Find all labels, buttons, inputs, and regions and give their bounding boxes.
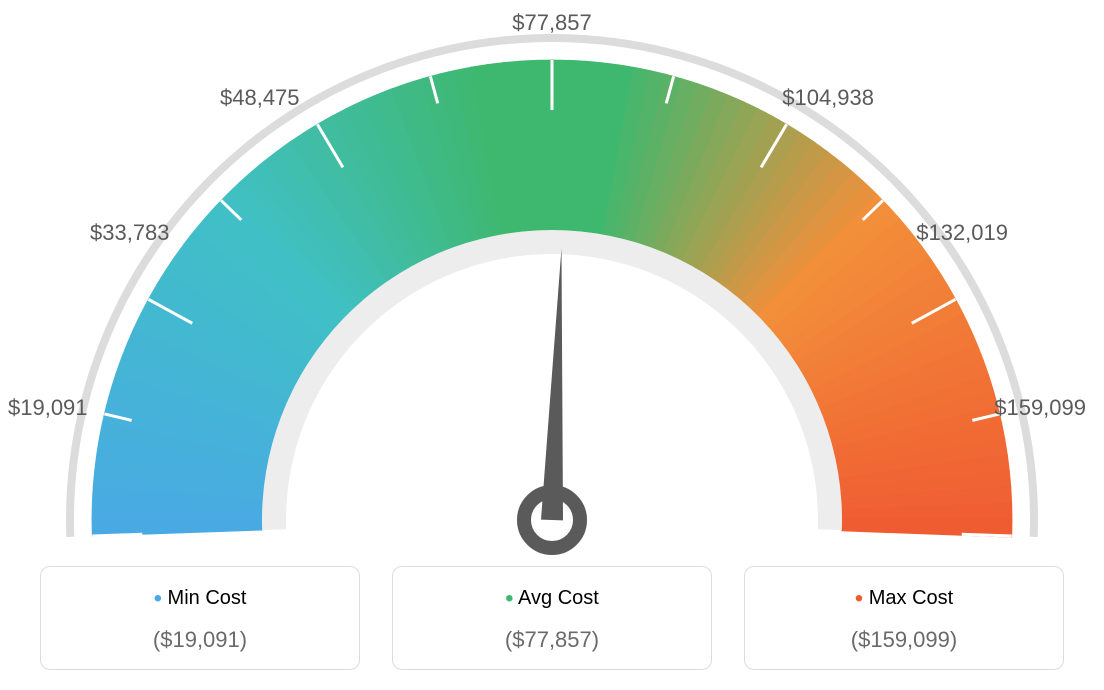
legend-min-value: ($19,091) [51,627,349,653]
legend-min: • Min Cost ($19,091) [40,566,360,670]
legend-min-label: Min Cost [168,587,247,609]
legend-avg-value: ($77,857) [403,627,701,653]
dot-icon: • [855,585,863,612]
legend-max-title: • Max Cost [755,585,1053,613]
scale-label: $159,099 [994,395,1086,421]
legend-row: • Min Cost ($19,091) • Avg Cost ($77,857… [0,566,1104,670]
legend-avg-label: Avg Cost [518,587,599,609]
scale-label: $104,938 [782,85,874,111]
legend-avg-title: • Avg Cost [403,585,701,613]
scale-label: $48,475 [220,85,300,111]
legend-avg: • Avg Cost ($77,857) [392,566,712,670]
legend-max-label: Max Cost [869,587,953,609]
scale-label: $77,857 [512,10,592,36]
legend-max-value: ($159,099) [755,627,1053,653]
legend-min-title: • Min Cost [51,585,349,613]
gauge-svg [0,0,1104,560]
scale-label: $132,019 [916,220,1008,246]
gauge-area: $19,091 $33,783 $48,475 $77,857 $104,938 $132… [0,0,1104,560]
dot-icon: • [505,585,513,612]
scale-label: $33,783 [90,220,170,246]
legend-max: • Max Cost ($159,099) [744,566,1064,670]
scale-label: $19,091 [8,395,88,421]
dot-icon: • [154,585,162,612]
